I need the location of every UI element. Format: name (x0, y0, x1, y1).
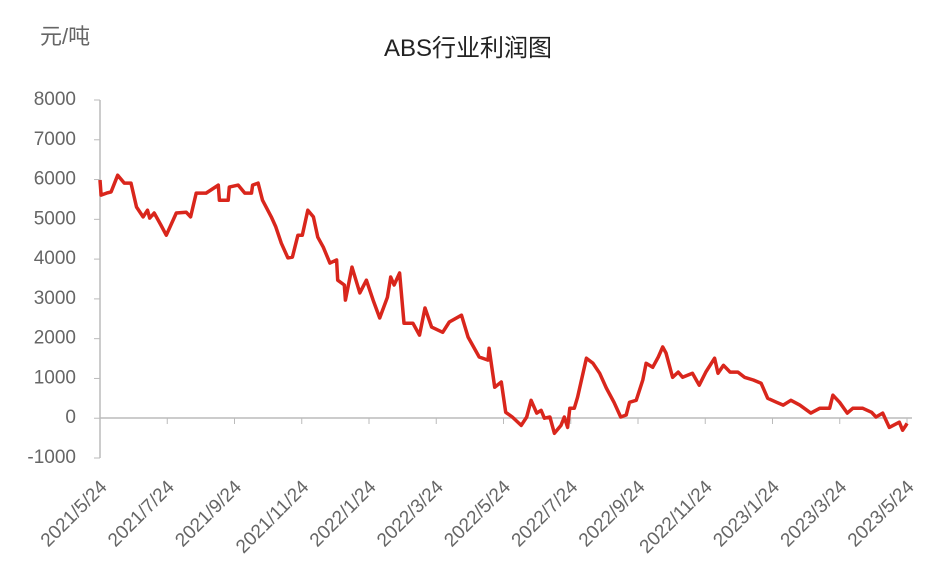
x-tick-label: 2023/3/24 (777, 476, 852, 551)
x-tick-label: 2022/3/24 (373, 476, 448, 551)
y-tick-label: 0 (65, 407, 76, 428)
x-tick-label: 2022/1/24 (306, 476, 381, 551)
x-tick-label: 2023/5/24 (844, 476, 919, 551)
y-tick-label: 2000 (34, 328, 76, 349)
y-tick-label: 4000 (34, 248, 76, 269)
y-tick-label: 1000 (34, 367, 76, 388)
x-tick-label: 2022/11/24 (636, 476, 717, 557)
y-tick-label: 3000 (34, 288, 76, 309)
y-tick-label: 5000 (34, 208, 76, 229)
x-tick-label: 2022/7/24 (508, 476, 583, 551)
y-tick-label: 6000 (34, 169, 76, 190)
profit-line (98, 173, 909, 436)
y-tick-label: 7000 (34, 129, 76, 150)
y-tick-label: 8000 (34, 89, 76, 110)
y-tick-label: -1000 (27, 447, 76, 468)
x-tick-label: 2023/1/24 (709, 476, 784, 551)
y-axis-unit: 元/吨 (40, 24, 90, 49)
chart-title: ABS行业利润图 (384, 35, 552, 62)
x-tick-label: 2021/11/24 (232, 476, 313, 557)
x-tick-label: 2022/5/24 (440, 476, 515, 551)
x-tick-label: 2021/7/24 (104, 476, 179, 551)
x-tick-label: 2021/5/24 (37, 476, 112, 551)
